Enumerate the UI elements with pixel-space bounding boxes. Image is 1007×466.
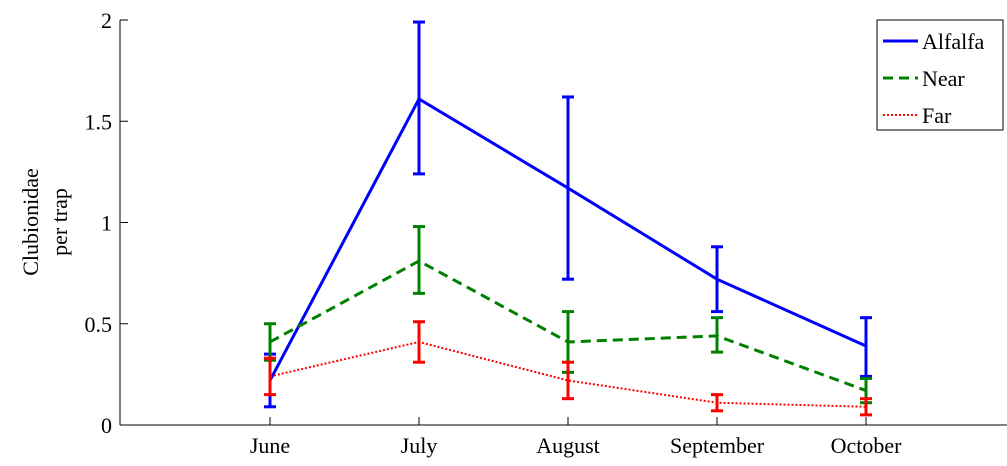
y-axis-label-line-2: per trap	[47, 188, 72, 256]
y-tick-label: 0.5	[85, 312, 113, 337]
data-point-near	[568, 341, 569, 342]
data-point-alfalfa	[419, 98, 420, 99]
x-tick-label: September	[670, 433, 765, 458]
x-tick-label: June	[250, 433, 290, 458]
y-axis-label-line-1: Clubionidae	[18, 168, 43, 276]
data-point-near	[270, 341, 271, 342]
legend: Alfalfa Near Far	[877, 20, 1003, 130]
data-point-alfalfa	[717, 279, 718, 280]
data-point-near	[717, 335, 718, 336]
y-tick-label: 0	[101, 413, 112, 438]
data-point-near	[866, 390, 867, 391]
data-point-far	[419, 341, 420, 342]
data-point-far	[866, 406, 867, 407]
plot-background	[120, 20, 1007, 425]
legend-label-alfalfa: Alfalfa	[922, 29, 985, 54]
data-point-alfalfa	[568, 188, 569, 189]
data-point-far	[717, 402, 718, 403]
x-tick-label: October	[831, 433, 903, 458]
y-tick-label: 1.5	[85, 109, 113, 134]
y-axis-title: Clubionidae per trap	[18, 168, 72, 276]
data-point-far	[270, 376, 271, 377]
legend-label-far: Far	[922, 103, 952, 128]
data-point-far	[568, 380, 569, 381]
y-tick-label: 2	[101, 8, 112, 33]
data-point-near	[419, 260, 420, 261]
legend-label-near: Near	[922, 66, 965, 91]
x-tick-label: July	[401, 433, 438, 458]
y-tick-label: 1	[101, 211, 112, 236]
x-tick-label: August	[536, 433, 600, 458]
data-point-alfalfa	[866, 346, 867, 347]
